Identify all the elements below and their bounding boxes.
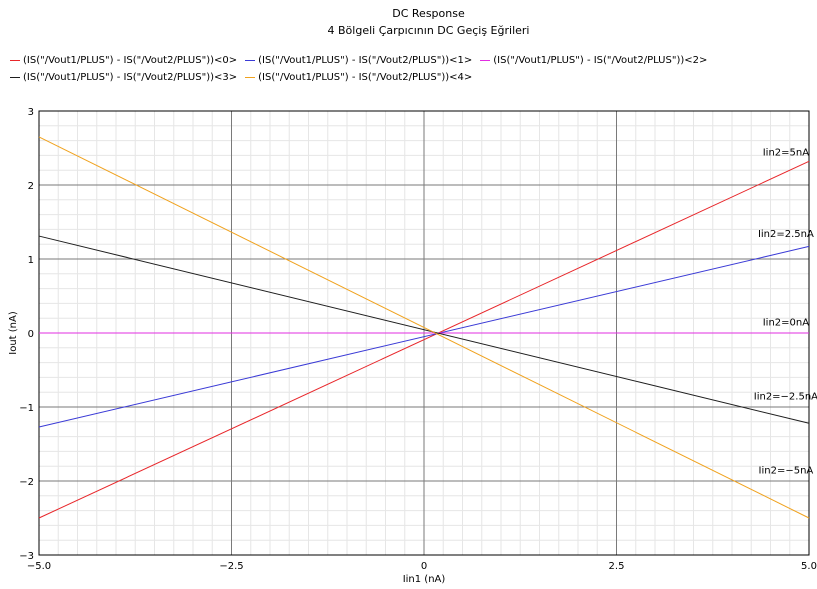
x-tick-label: 5.0 (801, 561, 817, 572)
x-tick-label: 0 (421, 561, 427, 572)
legend-swatch-2 (480, 60, 491, 61)
series-line-3 (38, 235, 810, 424)
x-tick-label: 2.5 (609, 561, 625, 572)
annotations: Iin2=5nA Iin2=2.5nA Iin2=0nA Iin2=−2.5nA Iin… (754, 147, 817, 476)
legend-label-4: (IS("/Vout1/PLUS") - IS("/Vout2/PLUS"))<… (258, 72, 473, 83)
legend-entry-0: (IS("/Vout1/PLUS") - IS("/Vout2/PLUS"))<… (10, 55, 237, 66)
y-axis-label: Iout (nA) (8, 311, 19, 355)
legend-row-1: (IS("/Vout1/PLUS") - IS("/Vout2/PLUS"))<… (10, 55, 707, 66)
y-tick-label: −3 (19, 551, 34, 562)
y-tick-label: −2 (19, 477, 34, 488)
legend-entry-3: (IS("/Vout1/PLUS") - IS("/Vout2/PLUS"))<… (10, 72, 237, 83)
legend-entry-4: (IS("/Vout1/PLUS") - IS("/Vout2/PLUS"))<… (245, 72, 472, 83)
y-tick-label: 2 (28, 181, 34, 192)
x-tick-label: −2.5 (219, 561, 243, 572)
series-line-0 (38, 160, 810, 519)
legend-swatch-1 (245, 60, 256, 61)
y-tick-label: 1 (28, 255, 34, 266)
legend-label-2: (IS("/Vout1/PLUS") - IS("/Vout2/PLUS"))<… (493, 55, 708, 66)
series-annotation-1: Iin2=2.5nA (758, 229, 814, 240)
legend-swatch-4 (245, 77, 256, 78)
legend-row-2: (IS("/Vout1/PLUS") - IS("/Vout2/PLUS"))<… (10, 72, 472, 83)
x-tick-labels: −5.0 −2.5 0 2.5 5.0 (27, 561, 817, 572)
y-tick-label: 0 (28, 329, 34, 340)
series-group (38, 136, 810, 519)
chart-title: DC Response (392, 7, 465, 20)
legend-swatch-0 (10, 60, 20, 61)
series-annotation-0: Iin2=5nA (763, 147, 810, 158)
series-line-4 (38, 136, 810, 519)
legend-entry-1: (IS("/Vout1/PLUS") - IS("/Vout2/PLUS"))<… (245, 55, 472, 66)
legend-label-0: (IS("/Vout1/PLUS") - IS("/Vout2/PLUS"))<… (23, 55, 238, 66)
series-annotation-4: Iin2=−5nA (759, 466, 814, 477)
series-line-1 (38, 245, 810, 428)
legend-swatch-3 (10, 77, 20, 78)
legend-entry-2: (IS("/Vout1/PLUS") - IS("/Vout2/PLUS"))<… (480, 55, 707, 66)
series-annotation-3: Iin2=−2.5nA (754, 392, 817, 403)
y-tick-label: −1 (19, 403, 34, 414)
series-annotation-2: Iin2=0nA (763, 318, 810, 329)
x-tick-label: −5.0 (27, 561, 51, 572)
chart-subtitle: 4 Bölgeli Çarpıcının DC Geçiş Eğrileri (327, 24, 530, 37)
y-tick-labels: −3 −2 −1 0 1 2 3 (19, 107, 34, 562)
legend-label-1: (IS("/Vout1/PLUS") - IS("/Vout2/PLUS"))<… (258, 55, 473, 66)
legend-label-3: (IS("/Vout1/PLUS") - IS("/Vout2/PLUS"))<… (23, 72, 238, 83)
y-tick-label: 3 (28, 107, 34, 118)
x-axis-label: Iin1 (nA) (403, 574, 446, 585)
